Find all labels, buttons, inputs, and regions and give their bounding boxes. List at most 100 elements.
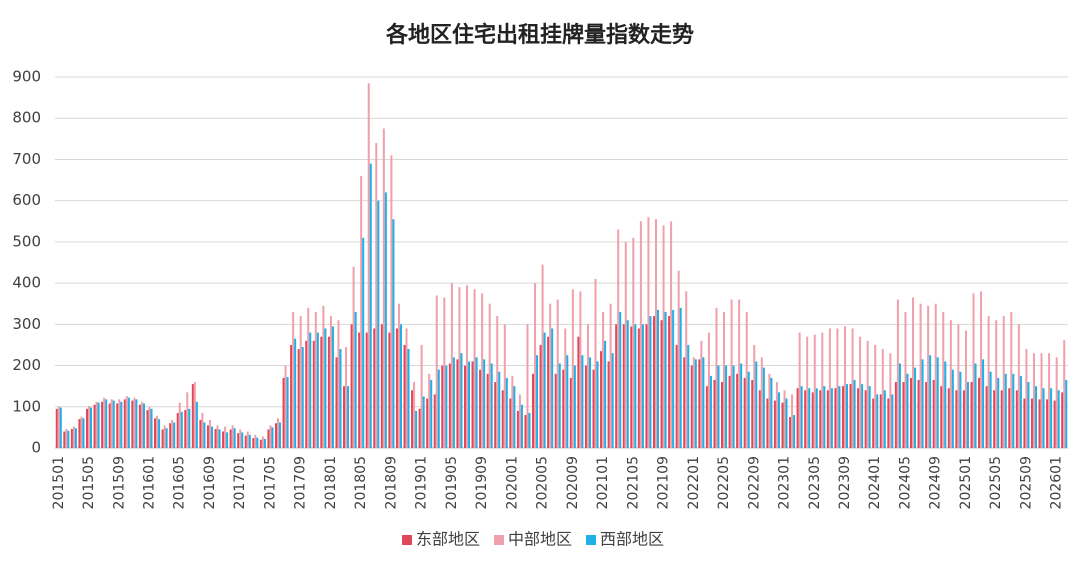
bar <box>473 289 476 448</box>
bar <box>753 344 756 448</box>
bar <box>59 407 62 448</box>
bar <box>274 423 278 448</box>
bar <box>834 388 837 448</box>
bar <box>940 386 943 448</box>
bar <box>889 353 892 448</box>
bar <box>912 297 915 448</box>
x-tick-label: 201501 <box>51 456 67 509</box>
bar <box>380 324 383 448</box>
bar <box>199 419 202 448</box>
bar <box>679 307 682 448</box>
bar <box>55 408 58 448</box>
bar <box>261 436 264 448</box>
x-tick-label: 202205 <box>716 456 732 509</box>
bar <box>541 264 544 448</box>
bar <box>1002 316 1005 448</box>
bar <box>588 357 591 448</box>
bar <box>254 434 257 448</box>
bar <box>286 377 289 448</box>
bar <box>524 415 527 448</box>
bar <box>224 426 227 448</box>
bar <box>138 404 141 448</box>
bar <box>896 299 899 448</box>
bar <box>140 401 143 448</box>
bar <box>929 355 932 448</box>
bar <box>995 320 998 448</box>
bar <box>452 357 455 448</box>
bar <box>347 386 350 448</box>
bar <box>845 384 849 448</box>
bar <box>237 433 240 448</box>
bar <box>78 419 81 448</box>
bar <box>602 311 605 448</box>
bar <box>239 429 242 448</box>
bar <box>1042 388 1045 448</box>
x-tick-label: 201701 <box>232 456 248 509</box>
bar <box>972 293 975 448</box>
y-tick-label: 200 <box>12 356 41 374</box>
bar <box>866 340 869 448</box>
bar <box>193 382 196 448</box>
bar <box>112 400 115 448</box>
bar <box>815 388 818 448</box>
bar <box>783 390 786 448</box>
bar <box>592 369 595 448</box>
bar <box>488 303 491 448</box>
bar <box>82 418 85 448</box>
bar <box>486 373 489 448</box>
bar <box>887 398 890 448</box>
y-tick-label: 100 <box>12 397 41 415</box>
bar <box>1004 373 1007 448</box>
bar <box>233 428 236 448</box>
bar <box>577 336 580 448</box>
bar <box>804 390 807 448</box>
bar <box>244 435 247 448</box>
bar <box>630 326 633 448</box>
bar <box>120 401 123 448</box>
bar <box>821 332 824 448</box>
bar <box>63 431 66 448</box>
x-tick-label: 202309 <box>837 456 853 509</box>
bar <box>373 328 376 448</box>
y-tick-label: 400 <box>12 274 41 292</box>
bar <box>105 399 108 448</box>
bar <box>127 397 130 448</box>
bar <box>573 365 576 448</box>
bar <box>188 408 191 448</box>
bar <box>226 432 229 448</box>
bar <box>743 377 746 448</box>
legend-swatch <box>586 535 596 545</box>
bar <box>458 287 461 448</box>
bar <box>687 344 690 448</box>
x-tick-label: 202001 <box>504 456 520 509</box>
bar <box>494 382 497 448</box>
bar <box>624 241 627 448</box>
x-tick-label: 202509 <box>1018 456 1034 509</box>
bar <box>1012 373 1015 448</box>
x-tick-label: 201801 <box>323 456 339 509</box>
bar <box>904 311 907 448</box>
bar <box>566 355 569 448</box>
bar <box>320 336 323 448</box>
bar <box>982 359 985 448</box>
y-tick-label: 600 <box>12 191 41 209</box>
bar <box>520 404 523 448</box>
bar <box>773 400 776 448</box>
bar <box>441 365 444 448</box>
bar <box>849 384 852 448</box>
bar <box>785 398 788 448</box>
bar <box>354 311 357 448</box>
bar <box>146 410 149 448</box>
bar <box>208 419 211 448</box>
bar <box>74 428 77 448</box>
bar <box>397 303 400 448</box>
bar <box>490 363 493 448</box>
bar <box>201 412 204 448</box>
bar <box>248 434 251 448</box>
bar <box>539 344 542 448</box>
bar <box>450 283 453 448</box>
bar <box>1017 324 1020 448</box>
bar <box>392 219 395 448</box>
bar <box>709 375 712 448</box>
bar <box>959 371 962 448</box>
